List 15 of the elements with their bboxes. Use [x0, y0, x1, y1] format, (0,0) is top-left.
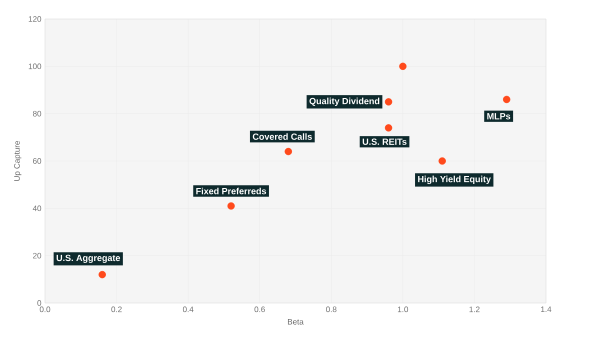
point — [98, 270, 106, 278]
annotation: Quality Dividend — [309, 98, 380, 106]
point — [227, 202, 235, 210]
point — [284, 148, 292, 156]
annotation: U.S. Aggregate — [56, 254, 120, 263]
point — [438, 157, 446, 165]
annotation: U.S. REITs — [362, 138, 407, 145]
annotation: High Yield Equity — [418, 176, 491, 184]
annotation: Covered Calls — [252, 133, 312, 140]
point — [399, 62, 407, 70]
point — [502, 96, 510, 104]
annotation: MLPs — [487, 113, 510, 120]
point — [384, 124, 392, 132]
point — [384, 98, 392, 106]
annotation: Fixed Preferreds — [196, 188, 266, 194]
